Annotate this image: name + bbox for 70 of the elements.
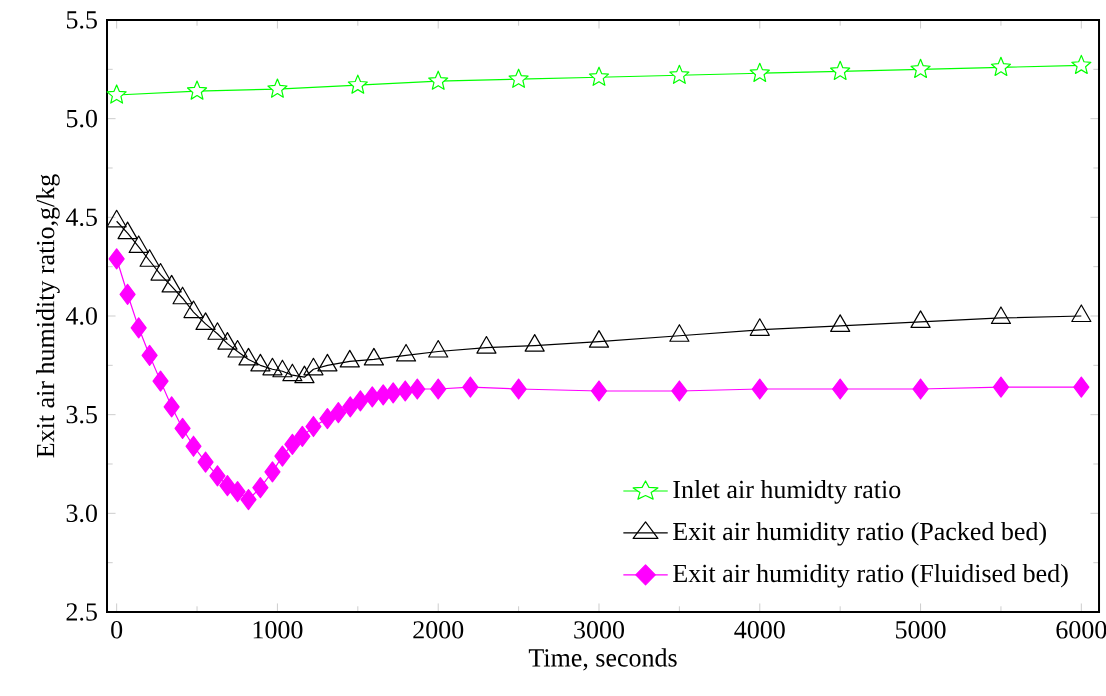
point — [347, 74, 368, 94]
point — [130, 317, 147, 339]
point — [751, 378, 768, 400]
y-tick-label: 3.0 — [66, 504, 97, 523]
legend-label: Exit air humidity ratio (Packed bed) — [673, 521, 1046, 546]
point — [910, 58, 931, 79]
point — [284, 433, 301, 455]
point — [264, 461, 281, 483]
point — [330, 402, 347, 424]
point — [197, 451, 214, 473]
point — [832, 378, 849, 400]
point — [128, 235, 149, 254]
point — [108, 248, 125, 270]
x-tick-label: 1000 — [253, 621, 303, 639]
legend-label: Inlet air humidty ratio — [673, 480, 901, 504]
point — [1071, 54, 1092, 75]
point — [240, 488, 257, 511]
point — [409, 378, 426, 400]
point — [590, 380, 608, 402]
point — [992, 376, 1010, 398]
x-tick-label: 2000 — [413, 621, 464, 639]
point — [185, 435, 202, 457]
x-tick-label: 4000 — [734, 621, 785, 639]
y-tick-label: 4.0 — [65, 307, 97, 325]
x-tick-label: 6000 — [1056, 621, 1106, 639]
point — [385, 382, 402, 404]
point — [830, 60, 851, 80]
point — [229, 481, 246, 503]
x-axis-title: Time, seconds — [528, 648, 677, 671]
point — [267, 78, 288, 98]
point — [990, 56, 1012, 77]
point — [305, 415, 322, 438]
x-tick-label: 5000 — [896, 621, 946, 639]
point — [252, 477, 269, 499]
point — [274, 445, 291, 467]
legend-label: Exit air humidity ratio (Fluidised bed) — [673, 563, 1068, 588]
point — [671, 380, 688, 402]
point — [588, 66, 610, 86]
point — [119, 283, 136, 305]
point — [294, 425, 311, 447]
point — [319, 408, 336, 430]
point — [749, 62, 770, 82]
x-tick-label: 0 — [111, 621, 123, 639]
point — [508, 68, 529, 88]
x-tick-label: 3000 — [574, 621, 625, 639]
point — [352, 390, 369, 412]
point — [1073, 376, 1090, 398]
y-tick-label: 5.5 — [66, 11, 97, 29]
point — [430, 378, 447, 400]
y-tick-label: 4.5 — [65, 208, 97, 227]
point — [397, 380, 414, 402]
point — [152, 370, 169, 392]
point — [141, 344, 158, 367]
point — [510, 378, 527, 400]
point — [912, 378, 929, 400]
point — [106, 84, 127, 104]
y-tick-label: 5.0 — [66, 109, 97, 128]
point — [174, 417, 191, 440]
point — [163, 396, 180, 418]
point — [186, 80, 208, 100]
y-tick-label: 2.5 — [66, 603, 97, 621]
point — [209, 465, 226, 487]
point — [117, 221, 138, 240]
point — [462, 376, 479, 398]
y-tick-label: 3.5 — [66, 405, 97, 424]
y-axis-title: Exit air humidity ratio,g/kg — [36, 174, 60, 458]
point — [342, 396, 359, 418]
point — [669, 64, 690, 84]
point — [428, 70, 449, 90]
point — [219, 475, 236, 497]
